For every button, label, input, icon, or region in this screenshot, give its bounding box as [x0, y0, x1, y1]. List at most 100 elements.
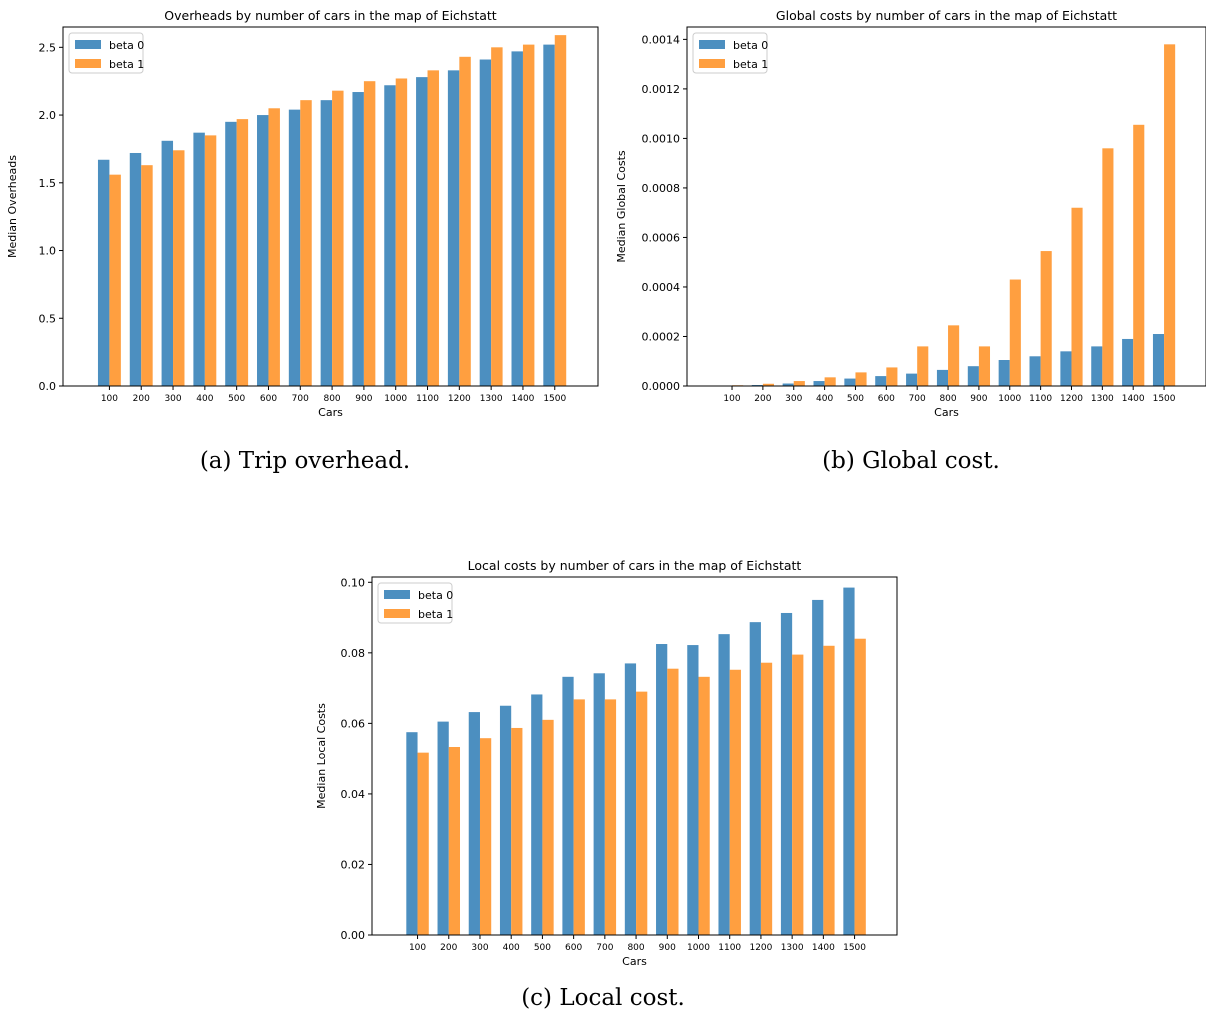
bar-beta-0-800: [936, 369, 949, 386]
axes-frame: [62, 26, 599, 387]
caption-local-cost: (c) Local cost.: [521, 985, 685, 1011]
chart-panel-overheads: Overheads by number of cars in the map o…: [0, 0, 610, 419]
x-tick-label: 1000: [998, 394, 1021, 404]
bar-beta-1-1000: [1009, 279, 1021, 386]
x-tick-label: 1100: [718, 943, 741, 953]
bar-beta-1-1300: [491, 47, 503, 387]
legend: beta 0 beta 1: [692, 32, 768, 74]
y-tick-label: 0.0008: [642, 182, 681, 195]
y-axis-label: Median Local Costs: [315, 703, 328, 809]
bar-beta-0-500: [844, 378, 856, 386]
bar-beta-1-1200: [459, 56, 471, 386]
bar-beta-1-200: [762, 383, 774, 386]
x-axis-label: Cars: [934, 406, 959, 419]
x-tick-label: 1400: [1122, 394, 1145, 404]
bar-beta-0-300: [782, 383, 794, 386]
x-tick-label: 500: [228, 394, 245, 404]
y-tick-label: 0.0010: [642, 132, 681, 145]
x-tick-label: 1200: [749, 943, 772, 953]
bar-beta-1-600: [268, 108, 280, 386]
bar-beta-0-1500: [543, 44, 555, 386]
x-tick-label: 1400: [512, 394, 535, 404]
x-tick-label: 1300: [1091, 394, 1114, 404]
bar-beta-1-900: [667, 668, 679, 935]
bar-beta-0-1300: [1091, 346, 1103, 386]
bar-beta-1-800: [332, 90, 344, 387]
legend-label: beta 1: [109, 58, 144, 71]
bar-beta-1-1200: [760, 662, 773, 935]
x-tick-label: 200: [133, 394, 150, 404]
caption-global-cost: (b) Global cost.: [822, 448, 1000, 474]
x-tick-label: 100: [409, 943, 426, 953]
bar-beta-1-1200: [1071, 207, 1083, 386]
y-tick-label: 0.0006: [642, 231, 681, 244]
x-tick-label: 100: [101, 394, 118, 404]
bar-beta-0-300: [161, 140, 174, 386]
bar-beta-0-1000: [998, 360, 1010, 386]
x-tick-label: 200: [754, 394, 771, 404]
bar-beta-1-1000: [698, 676, 710, 935]
legend-swatch: [75, 40, 101, 49]
bar-beta-0-400: [499, 705, 512, 935]
x-axis-label: Cars: [622, 955, 647, 968]
legend-swatch: [75, 59, 101, 68]
bar-beta-0-1100: [1029, 356, 1041, 386]
bar-beta-1-1400: [823, 645, 835, 935]
bar-beta-1-500: [236, 119, 249, 386]
chart-panel-local-costs: Local costs by number of cars in the map…: [305, 550, 900, 975]
x-tick-label: 1100: [416, 394, 439, 404]
x-tick-label: 900: [355, 394, 372, 404]
bar-beta-0-200: [129, 152, 142, 386]
chart-overheads: Overheads by number of cars in the map o…: [6, 8, 599, 419]
x-tick-label: 300: [471, 943, 488, 953]
bar-beta-0-1000: [687, 645, 699, 935]
y-tick-label: 0.0004: [642, 281, 681, 294]
x-tick-label: 1300: [480, 394, 503, 404]
legend-label: beta 0: [733, 39, 768, 52]
x-tick-label: 300: [785, 394, 802, 404]
bar-beta-1-100: [109, 174, 121, 386]
bar-beta-0-1300: [479, 59, 492, 386]
chart-local-costs: Local costs by number of cars in the map…: [315, 558, 898, 968]
x-tick-label: 500: [534, 943, 551, 953]
legend-swatch: [384, 590, 410, 599]
y-tick-label: 0.5: [39, 312, 57, 325]
bar-beta-1-1300: [1102, 148, 1114, 386]
bar-beta-0-700: [288, 109, 301, 387]
bar-beta-0-1200: [447, 70, 460, 386]
x-tick-label: 1500: [543, 394, 566, 404]
bar-beta-1-1400: [1133, 124, 1145, 386]
x-tick-label: 600: [565, 943, 582, 953]
y-tick-label: 0.00: [341, 929, 366, 942]
x-tick-label: 800: [323, 394, 340, 404]
bar-beta-1-400: [824, 377, 836, 386]
bar-beta-1-1500: [1164, 44, 1176, 387]
bar-beta-0-400: [193, 132, 205, 386]
bar-beta-0-500: [531, 694, 543, 935]
bar-beta-1-1100: [729, 669, 741, 935]
legend: beta 0 beta 1: [377, 582, 453, 624]
chart-panel-global-costs: Global costs by number of cars in the ma…: [615, 0, 1206, 419]
bar-beta-0-1300: [780, 612, 793, 935]
y-tick-label: 0.08: [341, 647, 366, 660]
x-tick-label: 700: [292, 394, 309, 404]
bar-beta-1-1000: [395, 78, 408, 386]
bar-beta-0-1200: [1060, 351, 1072, 386]
x-tick-label: 1000: [687, 943, 710, 953]
y-tick-label: 0.0: [39, 380, 57, 393]
bar-beta-0-1000: [384, 85, 396, 386]
bar-beta-1-1400: [522, 44, 535, 386]
bar-beta-1-700: [604, 699, 617, 935]
y-tick-label: 0.0012: [642, 83, 681, 96]
axes-frame: [371, 576, 898, 936]
y-tick-label: 1.0: [39, 245, 57, 258]
y-tick-label: 0.06: [341, 717, 366, 730]
axes-frame: [686, 26, 1206, 387]
bar-beta-0-1100: [718, 634, 730, 935]
y-tick-label: 0.0014: [642, 33, 681, 46]
y-tick-label: 0.10: [341, 576, 366, 589]
bar-beta-0-1400: [812, 599, 824, 935]
bar-beta-0-300: [468, 712, 480, 935]
x-tick-label: 1500: [843, 943, 866, 953]
x-axis-label: Cars: [318, 406, 343, 419]
